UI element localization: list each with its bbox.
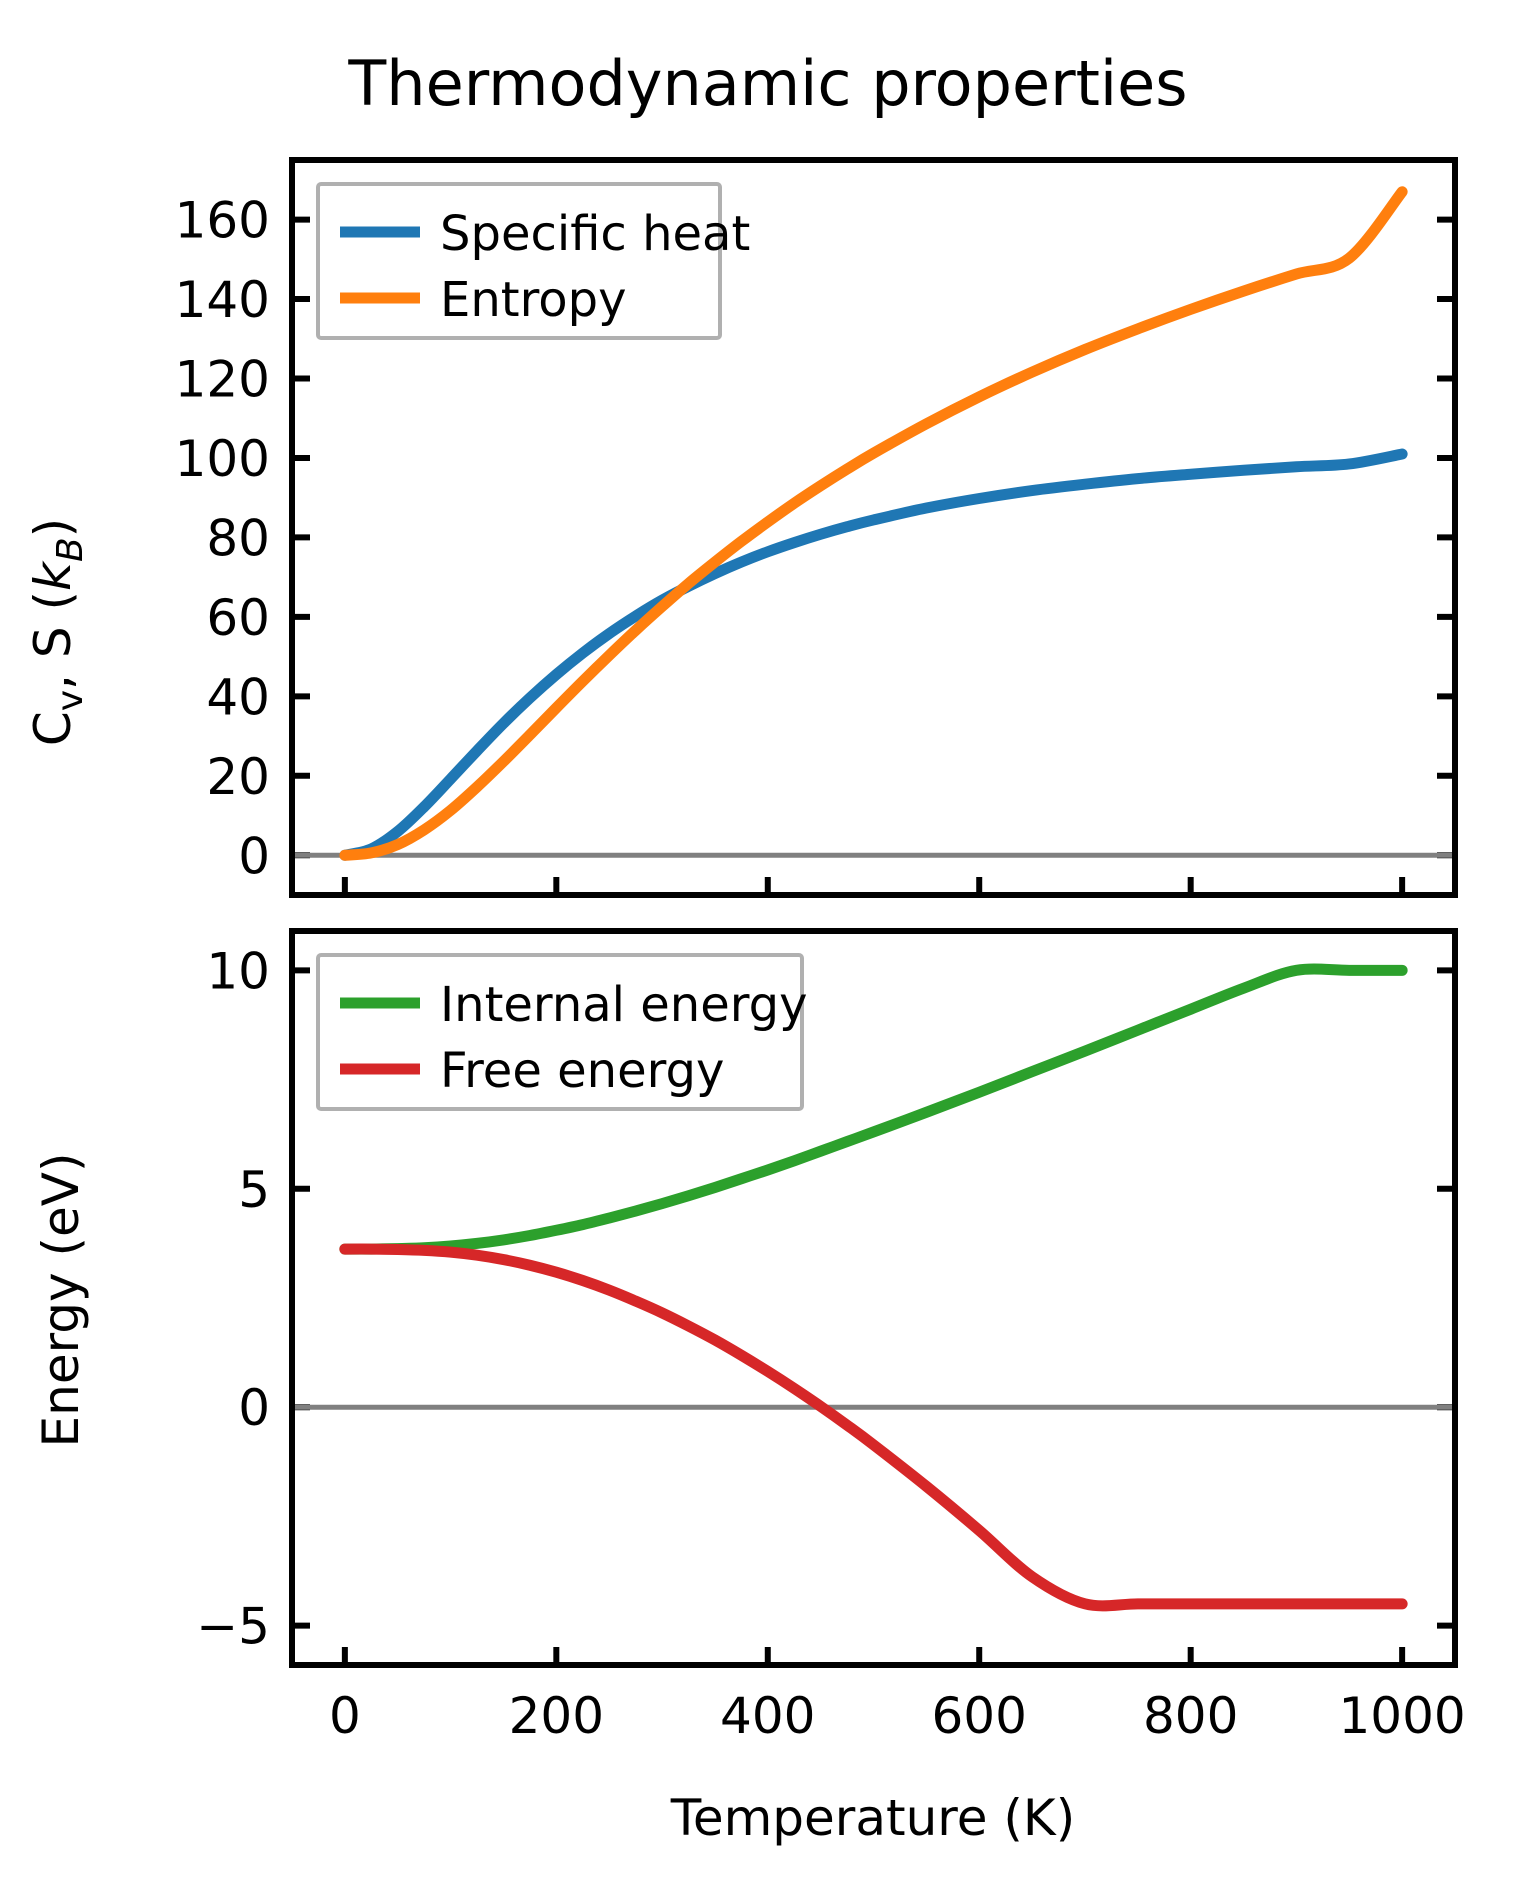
y-tick-label: 80	[206, 509, 270, 567]
bottom-panel-x-axis-label: Temperature (K)	[670, 1789, 1075, 1847]
bottom-panel-series-group	[339, 963, 1408, 1612]
y-tick-label: 160	[175, 192, 270, 250]
series-line-entropy	[339, 186, 1408, 861]
page-title: Thermodynamic properties	[347, 47, 1187, 120]
series-line-free-energy	[339, 1243, 1408, 1612]
y-tick-label: 0	[238, 1379, 270, 1437]
series-line-specific-heat	[339, 448, 1408, 861]
bottom-panel-axes-frame	[289, 928, 1458, 1668]
legend-label-specific-heat: Specific heat	[440, 206, 750, 262]
legend-label-free-energy: Free energy	[440, 1043, 724, 1099]
series-line-internal-energy	[339, 963, 1408, 1255]
y-tick-label: 100	[175, 430, 270, 488]
y-tick-label: 120	[175, 351, 270, 409]
x-tick-label: 400	[720, 1687, 815, 1745]
bottom-panel-y-axis-label: Energy (eV)	[32, 1153, 90, 1448]
x-tick-label: 1000	[1339, 1687, 1466, 1745]
legend-label-entropy: Entropy	[440, 272, 627, 328]
x-tick-label: 600	[932, 1687, 1027, 1745]
y-tick-label: 0	[238, 827, 270, 885]
y-tick-label: 20	[206, 748, 270, 806]
top-panel-tick-labels: 0 20 40 60 80 100 120 140 160	[175, 192, 270, 886]
bottom-panel-legend: Internal energy Free energy	[316, 953, 808, 1111]
x-tick-label: 800	[1143, 1687, 1238, 1745]
top-panel-legend: Specific heat Entropy	[316, 182, 750, 340]
bottom-legend-box	[316, 953, 804, 1111]
x-tick-label: 0	[329, 1687, 361, 1745]
y-tick-label: 140	[175, 271, 270, 329]
y-tick-label: 5	[238, 1161, 270, 1219]
y-tick-label: −5	[196, 1598, 270, 1656]
top-panel: 0 20 40 60 80 100 120 140 160 Cv, S (kB) Specifi…	[24, 157, 1458, 898]
top-panel-axes-frame	[289, 157, 1458, 898]
legend-label-internal-energy: Internal energy	[440, 977, 808, 1033]
x-tick-label: 200	[509, 1687, 604, 1745]
bottom-panel: 0 200 400 600 800 1000 −5 0 5 10 Energy (eV) Temp…	[32, 928, 1466, 1847]
bottom-panel-tick-labels: 0 200 400 600 800 1000 −5 0 5 10	[196, 942, 1465, 1745]
y-tick-label: 60	[206, 589, 270, 647]
top-panel-series-group	[339, 186, 1408, 861]
top-panel-y-axis-label: Cv, S (kB)	[24, 518, 91, 746]
y-tick-label: 40	[206, 668, 270, 726]
y-tick-label: 10	[206, 942, 270, 1000]
